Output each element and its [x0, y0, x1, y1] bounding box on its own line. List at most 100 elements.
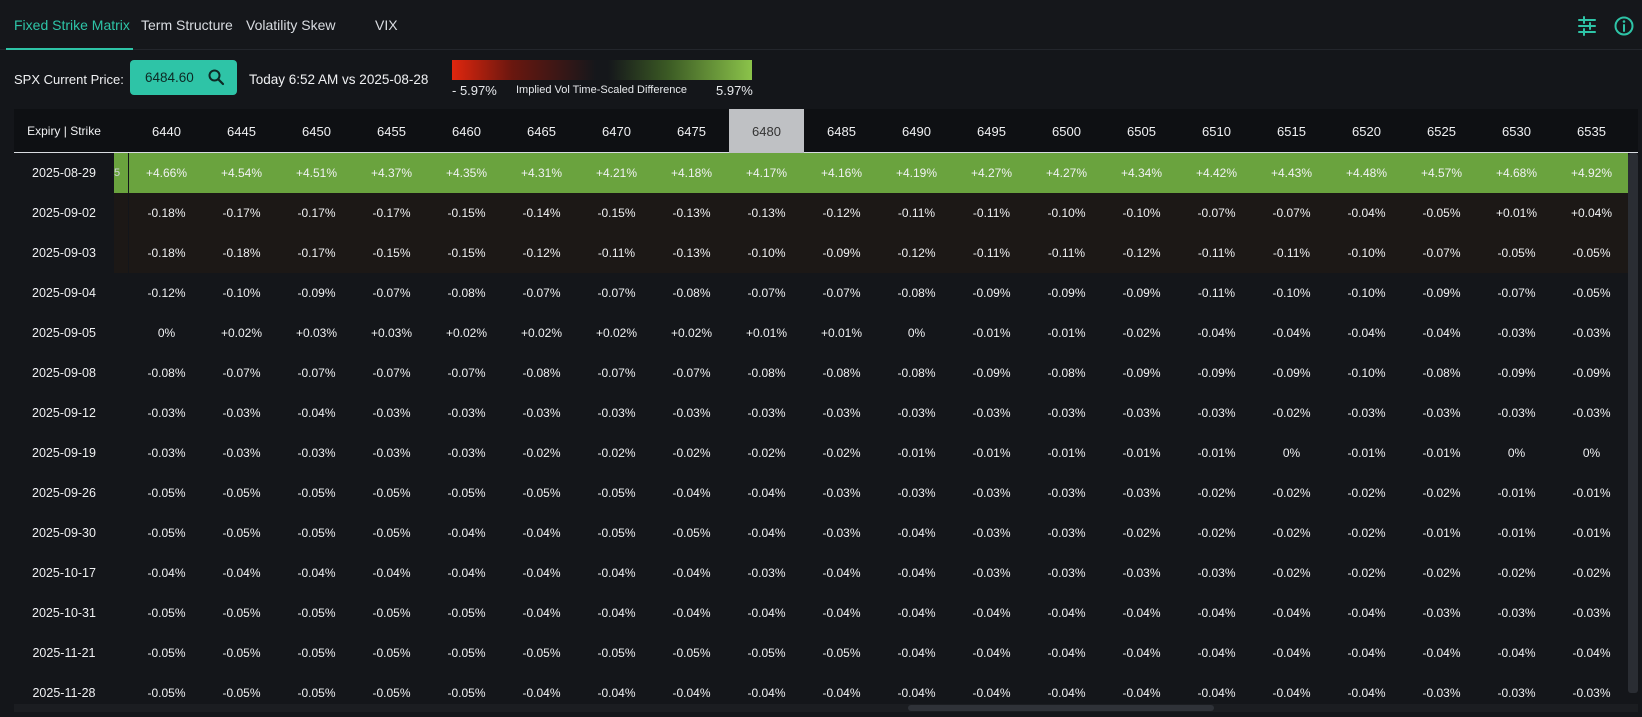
matrix-cell[interactable]: -0.04%: [897, 526, 936, 540]
matrix-cell[interactable]: -0.04%: [1197, 326, 1236, 340]
matrix-cell[interactable]: -0.05%: [1572, 286, 1611, 300]
strike-header[interactable]: 6510: [1202, 123, 1231, 139]
matrix-cell[interactable]: -0.04%: [147, 566, 186, 580]
matrix-cell[interactable]: -0.07%: [597, 366, 636, 380]
matrix-cell[interactable]: 0%: [907, 326, 926, 340]
matrix-cell[interactable]: -0.02%: [1422, 486, 1461, 500]
matrix-cell[interactable]: -0.05%: [372, 646, 411, 660]
matrix-cell[interactable]: -0.05%: [447, 606, 486, 620]
matrix-cell[interactable]: -0.17%: [204, 193, 279, 233]
matrix-cell[interactable]: +4.31%: [504, 153, 579, 193]
matrix-cell[interactable]: +0.03%: [370, 326, 413, 340]
tab-fixed-strike-matrix[interactable]: Fixed Strike Matrix: [14, 17, 130, 33]
matrix-cell[interactable]: -0.02%: [1197, 486, 1236, 500]
matrix-cell[interactable]: -0.04%: [1047, 686, 1086, 700]
tab-volatility-skew[interactable]: Volatility Skew: [246, 17, 336, 33]
matrix-cell[interactable]: -0.11%: [1197, 286, 1236, 300]
matrix-cell[interactable]: +4.42%: [1179, 153, 1254, 193]
matrix-cell[interactable]: -0.05%: [297, 686, 336, 700]
matrix-cell[interactable]: -0.04%: [1497, 646, 1536, 660]
matrix-cell[interactable]: -0.03%: [672, 406, 711, 420]
matrix-cell[interactable]: -0.10%: [1029, 193, 1104, 233]
matrix-cell[interactable]: -0.07%: [447, 366, 486, 380]
horizontal-scrollbar-thumb[interactable]: [908, 705, 1214, 711]
matrix-cell[interactable]: -0.07%: [822, 286, 861, 300]
matrix-cell[interactable]: -0.05%: [747, 646, 786, 660]
matrix-cell[interactable]: -0.03%: [1047, 566, 1086, 580]
matrix-cell[interactable]: -0.07%: [297, 366, 336, 380]
matrix-cell[interactable]: -0.09%: [1047, 286, 1086, 300]
tab-vix[interactable]: VIX: [375, 17, 398, 33]
matrix-cell[interactable]: +4.48%: [1329, 153, 1404, 193]
matrix-cell[interactable]: -0.05%: [222, 486, 261, 500]
matrix-cell[interactable]: -0.05%: [372, 486, 411, 500]
strike-header[interactable]: 6480: [729, 109, 804, 153]
matrix-cell[interactable]: -0.03%: [1047, 486, 1086, 500]
strike-header[interactable]: 6525: [1427, 123, 1456, 139]
matrix-cell[interactable]: -0.02%: [822, 446, 861, 460]
matrix-cell[interactable]: -0.09%: [1122, 286, 1161, 300]
matrix-cell[interactable]: +0.02%: [595, 326, 638, 340]
matrix-cell[interactable]: -0.04%: [1122, 606, 1161, 620]
matrix-cell[interactable]: -0.03%: [1497, 406, 1536, 420]
matrix-cell[interactable]: -0.03%: [1197, 406, 1236, 420]
matrix-cell[interactable]: -0.05%: [1404, 193, 1479, 233]
matrix-cell[interactable]: -0.11%: [879, 193, 954, 233]
matrix-cell[interactable]: -0.04%: [822, 566, 861, 580]
matrix-cell[interactable]: -0.03%: [222, 446, 261, 460]
matrix-cell[interactable]: -0.04%: [1047, 606, 1086, 620]
matrix-cell[interactable]: -0.05%: [672, 646, 711, 660]
matrix-cell[interactable]: -0.08%: [822, 366, 861, 380]
matrix-cell[interactable]: -0.05%: [147, 646, 186, 660]
matrix-cell[interactable]: +0.02%: [670, 326, 713, 340]
matrix-cell[interactable]: +0.02%: [520, 326, 563, 340]
matrix-cell[interactable]: -0.03%: [1572, 606, 1611, 620]
matrix-cell[interactable]: -0.01%: [1122, 446, 1161, 460]
matrix-cell[interactable]: -0.03%: [297, 446, 336, 460]
strike-header[interactable]: 6505: [1127, 123, 1156, 139]
matrix-cell[interactable]: -0.09%: [1272, 366, 1311, 380]
matrix-cell[interactable]: -0.04%: [1272, 686, 1311, 700]
matrix-cell[interactable]: -0.04%: [1197, 646, 1236, 660]
matrix-cell[interactable]: -0.04%: [1347, 326, 1386, 340]
matrix-cell[interactable]: -0.02%: [1497, 566, 1536, 580]
matrix-cell[interactable]: -0.09%: [972, 286, 1011, 300]
matrix-cell[interactable]: -0.11%: [954, 233, 1029, 273]
sliders-icon[interactable]: [1576, 15, 1598, 37]
matrix-cell[interactable]: -0.04%: [447, 526, 486, 540]
matrix-cell[interactable]: +4.34%: [1104, 153, 1179, 193]
matrix-cell[interactable]: -0.04%: [897, 606, 936, 620]
matrix-cell[interactable]: -0.09%: [1122, 366, 1161, 380]
matrix-cell[interactable]: -0.03%: [1122, 486, 1161, 500]
matrix-cell[interactable]: -0.04%: [1329, 193, 1404, 233]
matrix-cell[interactable]: -0.07%: [1254, 193, 1329, 233]
matrix-cell[interactable]: -0.05%: [147, 526, 186, 540]
matrix-cell[interactable]: -0.01%: [972, 446, 1011, 460]
matrix-cell[interactable]: -0.01%: [1197, 446, 1236, 460]
matrix-cell[interactable]: -0.05%: [447, 686, 486, 700]
matrix-cell[interactable]: -0.01%: [897, 446, 936, 460]
matrix-cell[interactable]: -0.12%: [804, 193, 879, 233]
matrix-cell[interactable]: -0.02%: [1422, 566, 1461, 580]
matrix-cell[interactable]: -0.01%: [1572, 526, 1611, 540]
matrix-cell[interactable]: -0.03%: [747, 566, 786, 580]
matrix-cell[interactable]: -0.08%: [897, 286, 936, 300]
matrix-cell[interactable]: -0.17%: [279, 193, 354, 233]
tab-term-structure[interactable]: Term Structure: [141, 17, 233, 33]
matrix-cell[interactable]: -0.04%: [1422, 326, 1461, 340]
matrix-cell[interactable]: -0.04%: [1122, 686, 1161, 700]
matrix-cell[interactable]: -0.03%: [597, 406, 636, 420]
matrix-cell[interactable]: -0.04%: [1347, 646, 1386, 660]
matrix-cell[interactable]: -0.17%: [279, 233, 354, 273]
matrix-cell[interactable]: -0.04%: [597, 686, 636, 700]
matrix-cell[interactable]: +0.02%: [445, 326, 488, 340]
matrix-cell[interactable]: -0.02%: [1272, 406, 1311, 420]
matrix-cell[interactable]: -0.04%: [822, 606, 861, 620]
matrix-cell[interactable]: -0.02%: [1272, 486, 1311, 500]
matrix-cell[interactable]: -0.04%: [747, 486, 786, 500]
matrix-cell[interactable]: -0.10%: [1272, 286, 1311, 300]
matrix-cell[interactable]: -0.03%: [972, 486, 1011, 500]
matrix-cell[interactable]: -0.18%: [129, 193, 204, 233]
matrix-cell[interactable]: -0.05%: [222, 606, 261, 620]
strike-header[interactable]: 6475: [677, 123, 706, 139]
